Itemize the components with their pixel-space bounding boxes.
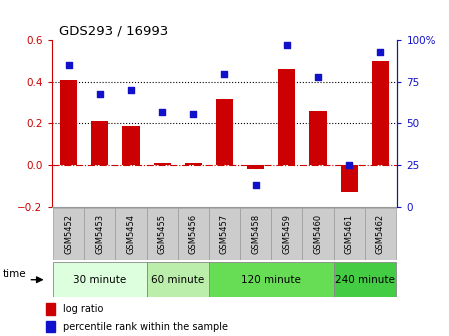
Bar [340,165,358,192]
Bar [278,70,295,165]
Text: GSM5460: GSM5460 [313,214,322,254]
Text: 30 minute: 30 minute [73,275,127,285]
Point [314,74,321,80]
Bar [123,126,140,165]
Bar [46,321,55,332]
Text: time: time [3,269,26,280]
Text: GSM5457: GSM5457 [220,214,229,254]
Point [377,49,384,55]
Bar [91,121,109,165]
Bar [46,303,55,314]
Text: log ratio: log ratio [63,304,103,314]
Text: GSM5456: GSM5456 [189,214,198,254]
Bar [178,208,209,260]
Bar [84,208,115,260]
Text: GSM5458: GSM5458 [251,214,260,254]
Bar [185,163,202,165]
Point [190,111,197,116]
Text: GSM5462: GSM5462 [376,214,385,254]
Point [345,162,352,168]
Bar [365,208,396,260]
Point [221,71,228,76]
Point [252,182,259,188]
Bar [147,262,209,297]
Bar [247,165,264,169]
Text: GSM5455: GSM5455 [158,214,167,254]
Bar [309,111,326,165]
Bar [209,208,240,260]
Bar [216,98,233,165]
Text: GSM5461: GSM5461 [344,214,353,254]
Text: GSM5459: GSM5459 [282,214,291,254]
Bar [240,208,271,260]
Bar [372,61,389,165]
Point [65,62,72,68]
Point [283,43,291,48]
Bar [209,262,334,297]
Text: 240 minute: 240 minute [335,275,395,285]
Text: GDS293 / 16993: GDS293 / 16993 [58,25,168,38]
Text: 120 minute: 120 minute [241,275,301,285]
Point [128,88,135,93]
Bar [334,262,396,297]
Bar [334,208,365,260]
Bar [115,208,147,260]
Bar [271,208,302,260]
Text: percentile rank within the sample: percentile rank within the sample [63,322,228,332]
Point [158,109,166,115]
Text: 60 minute: 60 minute [151,275,204,285]
Text: GSM5453: GSM5453 [96,214,105,254]
Bar [53,208,84,260]
Bar [147,208,178,260]
Bar [154,163,171,165]
Text: GSM5454: GSM5454 [127,214,136,254]
Point [97,91,104,96]
Text: GSM5452: GSM5452 [64,214,73,254]
Bar [53,262,147,297]
Bar [60,80,77,165]
Bar [302,208,334,260]
